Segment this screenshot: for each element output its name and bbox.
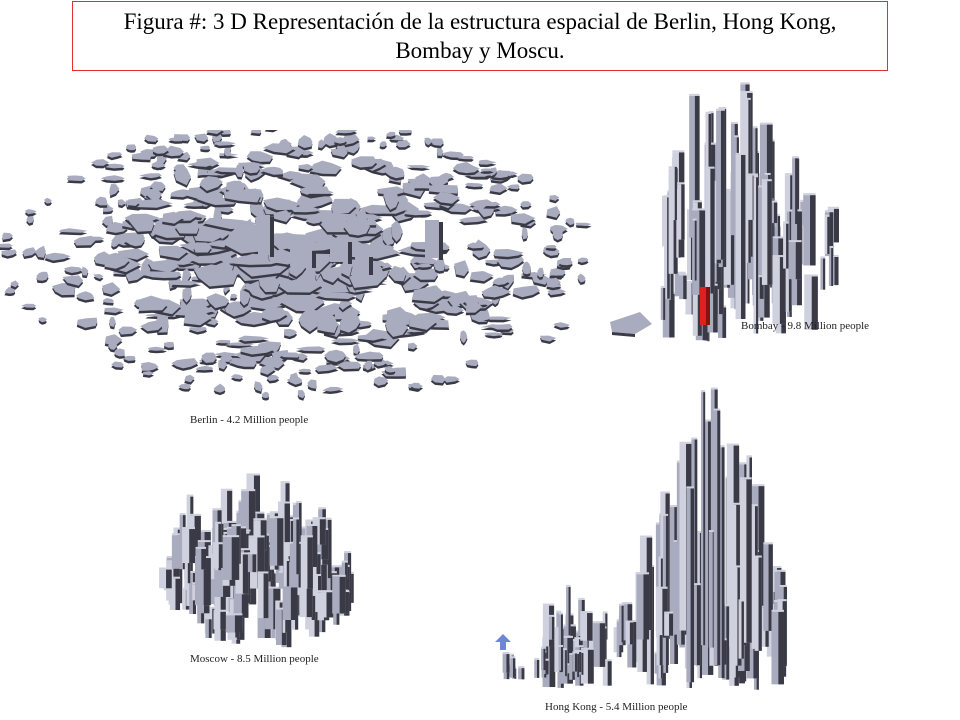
bombay-caption: Bombay - 9.8 Million people xyxy=(741,320,870,332)
figure-title-box: Figura #: 3 D Representación de la estru… xyxy=(72,1,888,71)
moscow-caption: Moscow - 8.5 Million people xyxy=(190,653,319,665)
hongkong-city-blocks xyxy=(495,387,787,690)
berlin-city-blocks xyxy=(0,130,592,401)
berlin-3d-model xyxy=(0,130,600,420)
moscow-3d-model xyxy=(150,455,370,650)
bombay-city-blocks xyxy=(610,82,839,342)
hongkong-3d-model xyxy=(470,380,810,700)
bombay-3d-model xyxy=(600,62,840,342)
figure-title: Figura #: 3 D Representación de la estru… xyxy=(123,9,837,63)
berlin-caption: Berlin - 4.2 Million people xyxy=(190,414,309,426)
moscow-city-blocks xyxy=(159,473,354,648)
hongkong-caption: Hong Kong - 5.4 Million people xyxy=(545,701,688,713)
